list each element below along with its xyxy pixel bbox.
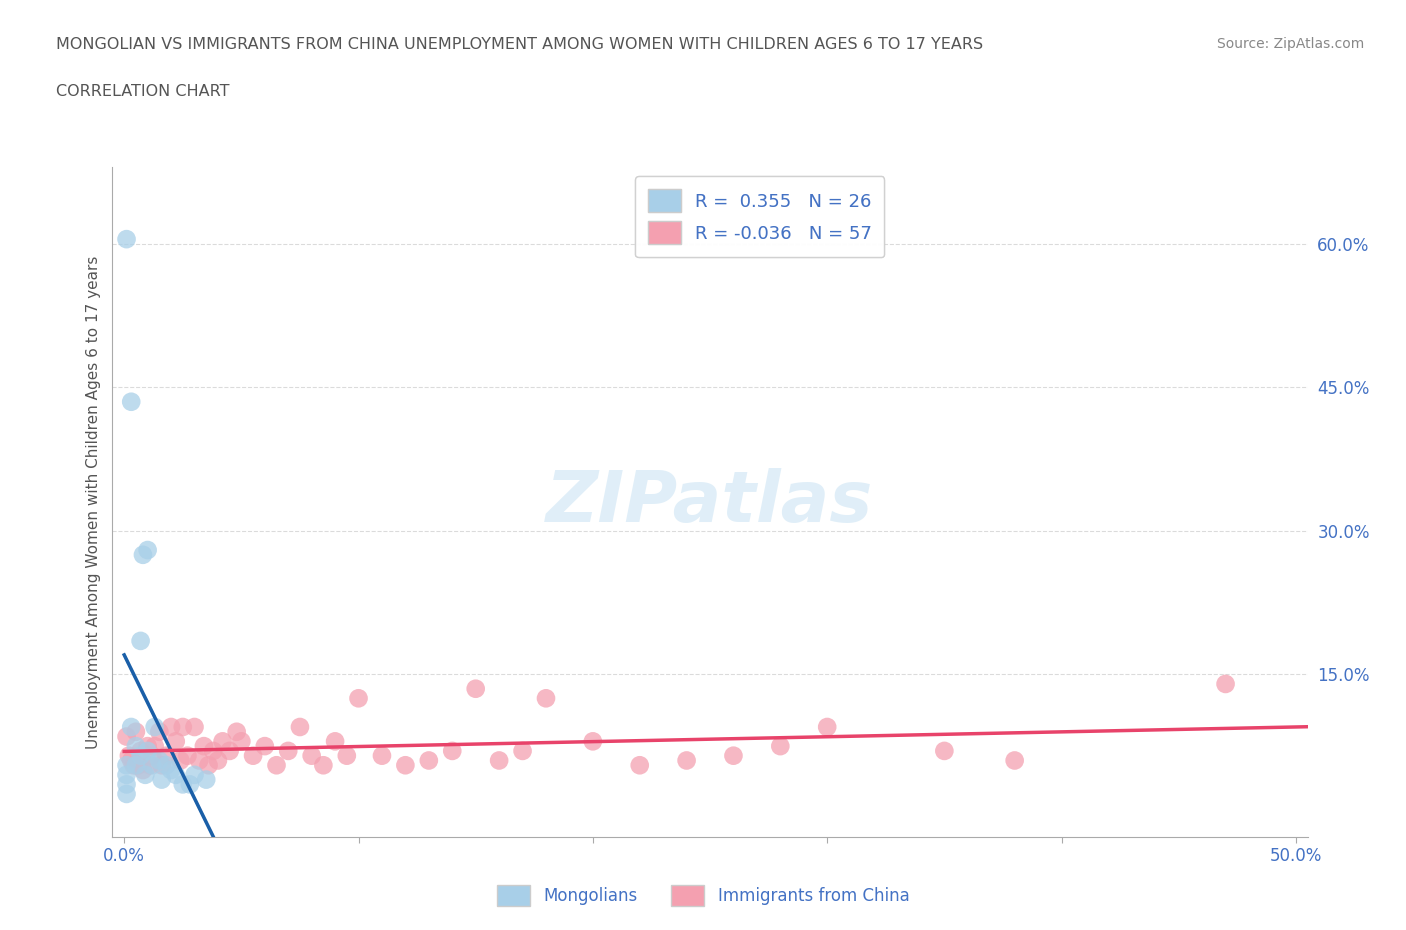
Point	[512, 743, 534, 758]
Point	[188, 753, 211, 768]
Point	[122, 758, 145, 773]
Point	[141, 749, 163, 764]
Point	[934, 743, 956, 758]
Point	[134, 767, 156, 782]
Point	[211, 734, 233, 749]
Point	[394, 758, 416, 773]
Point	[202, 743, 225, 758]
Point	[118, 749, 141, 764]
Point	[266, 758, 288, 773]
Point	[1215, 676, 1237, 691]
Point	[129, 743, 152, 758]
Point	[115, 777, 138, 791]
Point	[136, 738, 159, 753]
Point	[129, 749, 152, 764]
Point	[155, 758, 177, 773]
Point	[253, 738, 276, 753]
Y-axis label: Unemployment Among Women with Children Ages 6 to 17 years: Unemployment Among Women with Children A…	[86, 256, 101, 749]
Point	[723, 749, 745, 764]
Point	[441, 743, 464, 758]
Point	[218, 743, 240, 758]
Point	[141, 758, 163, 773]
Point	[132, 548, 155, 563]
Point	[1004, 753, 1026, 768]
Point	[183, 720, 205, 735]
Point	[193, 738, 215, 753]
Point	[136, 743, 159, 758]
Point	[288, 720, 311, 735]
Point	[815, 720, 838, 735]
Point	[675, 753, 697, 768]
Text: ZIPat​las: ZIPat​las	[547, 468, 873, 537]
Point	[231, 734, 253, 749]
Point	[132, 763, 155, 777]
Point	[115, 767, 138, 782]
Legend: R =  0.355   N = 26, R = -0.036   N = 57: R = 0.355 N = 26, R = -0.036 N = 57	[636, 177, 884, 257]
Point	[172, 777, 194, 791]
Point	[129, 633, 152, 648]
Point	[225, 724, 247, 739]
Point	[242, 749, 264, 764]
Point	[136, 542, 159, 557]
Point	[165, 734, 187, 749]
Point	[115, 787, 138, 802]
Point	[371, 749, 394, 764]
Text: CORRELATION CHART: CORRELATION CHART	[56, 84, 229, 99]
Point	[127, 758, 149, 773]
Point	[301, 749, 323, 764]
Point	[769, 738, 792, 753]
Point	[160, 720, 183, 735]
Point	[125, 738, 148, 753]
Point	[207, 753, 229, 768]
Point	[115, 729, 138, 744]
Point	[155, 749, 177, 764]
Legend: Mongolians, Immigrants from China: Mongolians, Immigrants from China	[491, 879, 915, 912]
Point	[115, 232, 138, 246]
Point	[628, 758, 651, 773]
Text: Source: ZipAtlas.com: Source: ZipAtlas.com	[1216, 37, 1364, 51]
Point	[179, 777, 201, 791]
Point	[336, 749, 359, 764]
Point	[125, 758, 148, 773]
Point	[143, 738, 166, 753]
Point	[148, 753, 170, 768]
Point	[120, 720, 142, 735]
Point	[120, 394, 142, 409]
Point	[277, 743, 299, 758]
Point	[195, 772, 218, 787]
Point	[125, 724, 148, 739]
Point	[582, 734, 605, 749]
Point	[347, 691, 370, 706]
Point	[160, 763, 183, 777]
Point	[534, 691, 557, 706]
Point	[312, 758, 335, 773]
Point	[148, 724, 170, 739]
Point	[139, 758, 162, 773]
Point	[172, 720, 194, 735]
Text: MONGOLIAN VS IMMIGRANTS FROM CHINA UNEMPLOYMENT AMONG WOMEN WITH CHILDREN AGES 6: MONGOLIAN VS IMMIGRANTS FROM CHINA UNEMP…	[56, 37, 983, 52]
Point	[323, 734, 346, 749]
Point	[183, 767, 205, 782]
Point	[418, 753, 440, 768]
Point	[143, 720, 166, 735]
Point	[115, 758, 138, 773]
Point	[165, 767, 187, 782]
Point	[150, 758, 173, 773]
Point	[488, 753, 510, 768]
Point	[150, 772, 173, 787]
Point	[464, 682, 486, 697]
Point	[120, 753, 142, 768]
Point	[169, 753, 191, 768]
Point	[176, 749, 198, 764]
Point	[197, 758, 219, 773]
